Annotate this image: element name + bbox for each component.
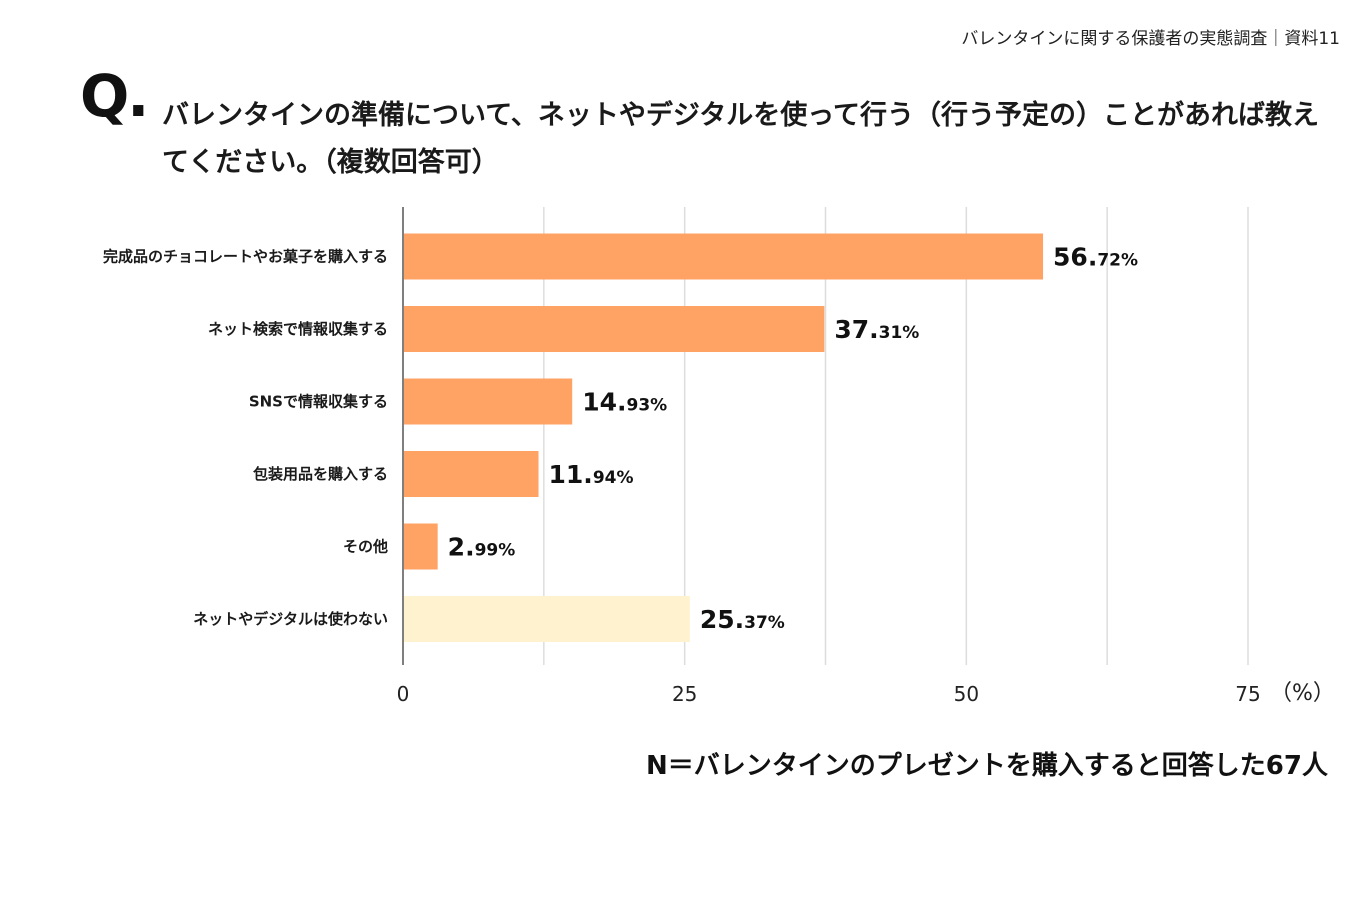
bar <box>404 523 438 570</box>
bar <box>404 596 690 642</box>
data-label-decimal: 99% <box>475 541 516 561</box>
data-label: 37.31% <box>834 315 919 344</box>
category-label: その他 <box>343 538 388 556</box>
x-tick-label: 50 <box>954 682 979 706</box>
data-label-integer: 11. <box>549 460 593 489</box>
data-label-decimal: 31% <box>879 323 920 343</box>
data-label-integer: 14. <box>582 388 626 417</box>
bar <box>404 451 539 497</box>
data-label: 56.72% <box>1053 243 1138 272</box>
x-axis-unit-label: （%） <box>1270 681 1335 706</box>
data-label-integer: 25. <box>700 605 744 634</box>
data-label-decimal: 37% <box>744 613 785 633</box>
bar <box>404 306 825 352</box>
gridlines <box>402 207 1249 665</box>
data-label-decimal: 93% <box>627 396 668 416</box>
question-mark: Q. <box>80 62 149 130</box>
header-note: バレンタインに関する保護者の実態調査｜資料11 <box>961 29 1340 49</box>
bar <box>404 378 573 425</box>
data-label: 11.94% <box>549 460 634 489</box>
footnote: N＝バレンタインのプレゼントを購入すると回答した67人 <box>646 751 1328 781</box>
x-tick-label: 0 <box>397 682 410 706</box>
category-label: 完成品のチョコレートやお菓子を購入する <box>103 248 388 266</box>
labels: 0 25 50 75 （%） 完成品のチョコレートやお菓子を購入する 56.72% ネット検索… <box>103 243 1335 707</box>
question-text: バレンタインの準備について、ネットやデジタルを使って行う（行う予定の）ことがあれ… <box>162 100 1319 178</box>
category-label: SNSで情報収集する <box>249 393 388 411</box>
data-label-decimal: 72% <box>1097 251 1138 271</box>
data-label: 2.99% <box>448 533 516 562</box>
data-label: 25.37% <box>700 605 785 634</box>
category-label: ネットやデジタルは使わない <box>193 610 388 628</box>
data-label-decimal: 94% <box>593 468 634 488</box>
x-tick-label: 75 <box>1235 682 1260 706</box>
data-label-integer: 56. <box>1053 243 1097 272</box>
data-label-integer: 2. <box>448 533 475 562</box>
data-label-integer: 37. <box>834 315 878 344</box>
data-label: 14.93% <box>582 388 667 417</box>
category-label: 包装用品を購入する <box>253 465 388 483</box>
category-label: ネット検索で情報収集する <box>208 320 388 338</box>
bar <box>404 233 1044 280</box>
bars <box>404 233 1044 642</box>
x-tick-label: 25 <box>672 682 697 706</box>
